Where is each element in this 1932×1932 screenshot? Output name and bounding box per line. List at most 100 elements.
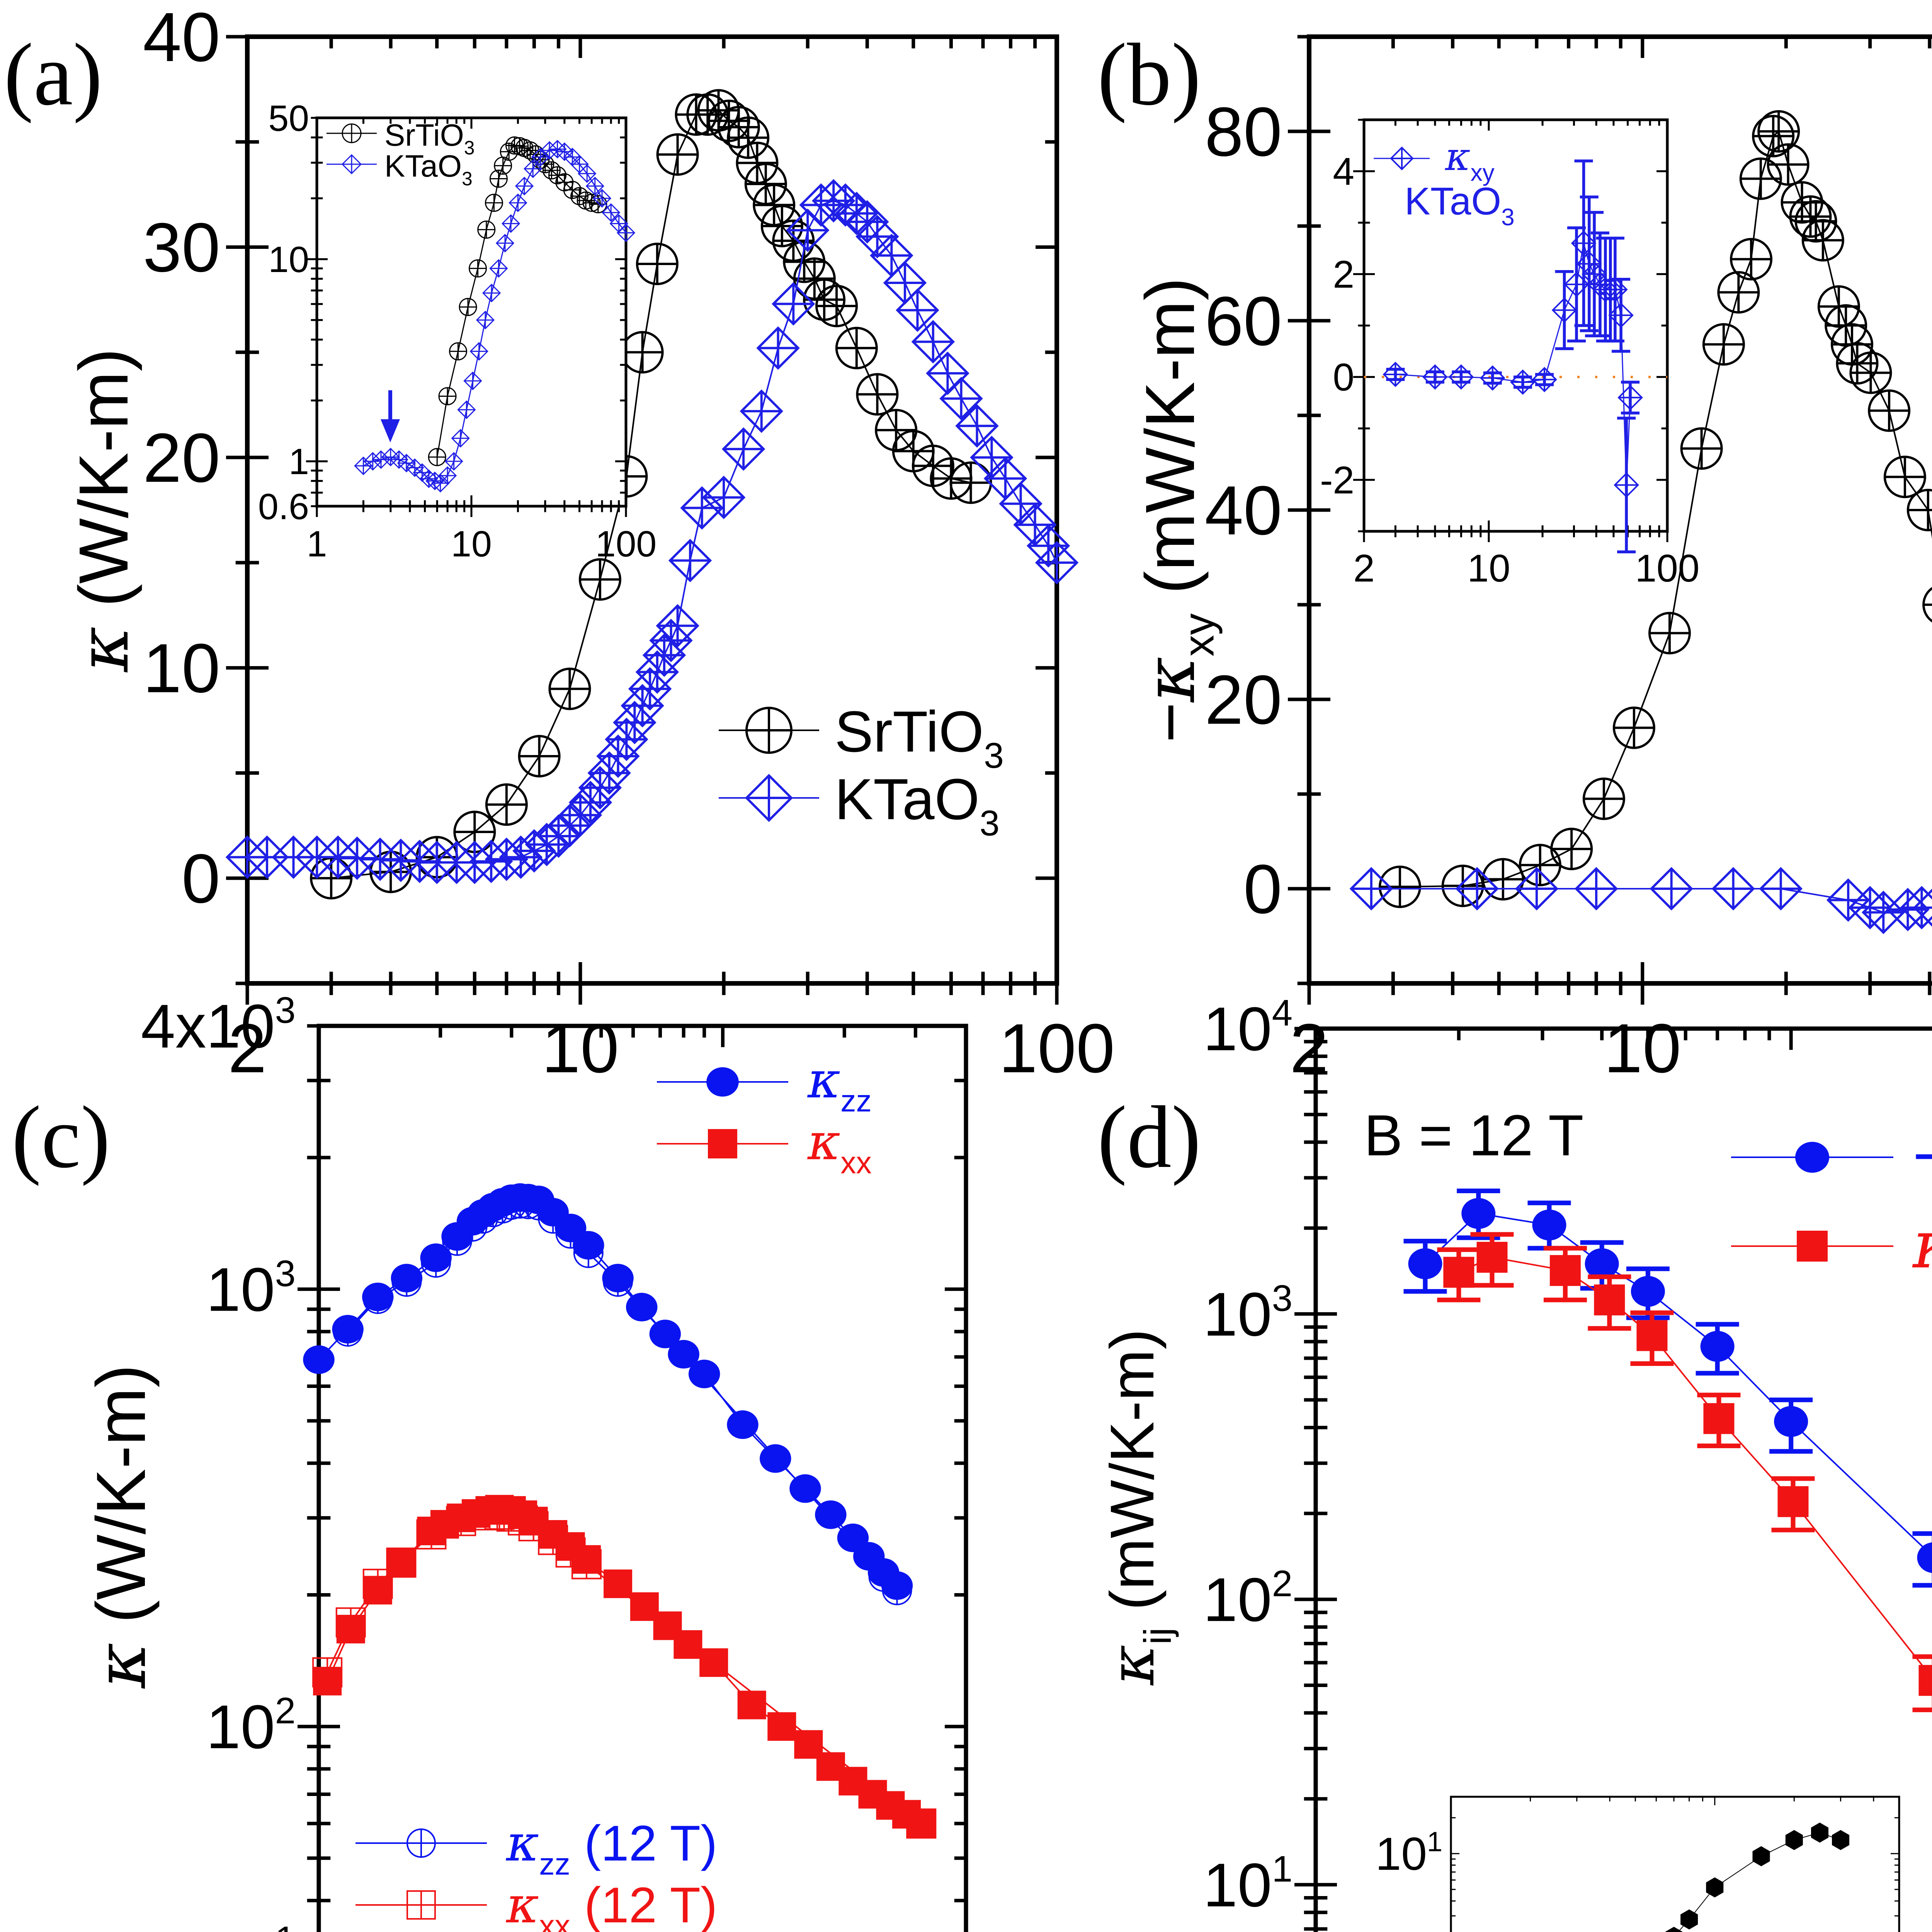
data-point [740,389,783,433]
panel-label: (c) [12,1088,110,1186]
data-point [1476,1242,1508,1273]
legend-marker [708,1129,737,1158]
data-point [1617,385,1643,410]
panel-d: 10100500101102103104(d)κij (mW/K-m)T (K)… [1096,992,1932,1932]
data-point [621,331,664,374]
data-point [636,243,679,285]
data-point [1785,1830,1803,1850]
data-point [596,734,640,778]
data-point [602,203,621,222]
inset-legend-label: KTaO3 [384,149,473,189]
legend-label: κzz [807,1051,872,1118]
y-axis-label: κ (W/K-m) [63,348,144,673]
legend-label: κxx (12 T) [505,1876,717,1932]
data-point [1378,866,1421,908]
data-point [602,1264,634,1293]
series-line [1400,130,1932,888]
data-point [570,187,589,206]
y-tick-label: 0 [182,840,220,918]
plot-frame [1313,1026,1932,1932]
inset-d: 1010050010-310-1101L0σzxT [1375,1796,1900,1932]
data-point [1532,367,1557,393]
y-tick-label: -2 [1320,459,1354,502]
data-point [592,189,612,208]
data-point [531,148,550,167]
legend-marker [1797,1231,1828,1262]
data-point [476,311,495,330]
y-axis-label: κ (W/K-m) [81,1364,162,1689]
data-point [1868,389,1911,432]
data-point [628,667,672,711]
data-point [1035,541,1079,585]
y-tick-label: 103 [206,1253,296,1324]
data-point [907,1809,936,1838]
data-point [621,684,664,728]
y-tick-label: 3x101 [141,1919,296,1932]
panel-label: (a) [4,25,102,124]
data-point [1706,1877,1724,1898]
data-point [767,1712,796,1741]
data-point [1774,1406,1808,1437]
y-tick-label: 10 [268,239,309,280]
data-point [1703,1403,1735,1434]
y-tick-label: 4x103 [141,990,296,1061]
x-tick-label: 100 [595,524,657,565]
data-point [717,106,760,149]
data-point [1759,867,1803,911]
data-point [1700,1331,1735,1362]
data-point [469,342,488,361]
y-tick-label: 1 [289,441,309,482]
data-point [1422,364,1448,390]
data-point [1648,612,1691,655]
legend-marker [1795,1142,1829,1173]
x-tick-label: 100 [1635,547,1700,590]
data-point [1665,1927,1683,1932]
data-point [668,539,712,582]
data-point [501,214,520,233]
data-point [626,1293,658,1321]
data-point [744,163,787,206]
data-point [845,200,889,244]
data-point [680,486,724,530]
data-point [727,1410,759,1439]
legend-label: SrTiO3 [835,699,1004,776]
data-point [656,604,699,648]
series-line [331,109,971,879]
legend-label: KTaO3 [835,767,1000,843]
data-point [1918,1665,1932,1696]
data-point [1631,1276,1665,1307]
data-point [573,1231,604,1260]
series-line [318,1197,898,1586]
data-point [815,284,858,327]
data-point [1832,1830,1850,1850]
data-point [495,234,515,253]
y-axis-label: κij (mW/K-m) [1096,1329,1179,1686]
data-point [1777,1486,1809,1517]
data-point [1811,1822,1828,1843]
data-point [485,194,503,212]
y-tick-label: 0 [1333,356,1354,399]
data-point [1883,456,1926,498]
data-point [548,166,567,185]
y-tick-label: 50 [268,98,309,139]
data-point [856,373,899,416]
data-point [518,735,561,777]
inset-bg [1451,1797,1899,1932]
data-point [605,718,648,761]
data-point [1614,472,1639,498]
y-tick-label: 80 [1205,93,1282,171]
data-point [1564,272,1589,297]
legend-marker [745,774,793,822]
data-point [420,1243,452,1272]
data-point [1532,1209,1566,1241]
data-point [1510,369,1536,395]
data-point [616,223,636,242]
plot-frame [245,34,1059,986]
data-point [1594,1284,1625,1316]
data-point [303,1345,335,1374]
plot-frame [316,1024,968,1932]
data-point [1549,1255,1581,1286]
data-point [760,205,803,247]
